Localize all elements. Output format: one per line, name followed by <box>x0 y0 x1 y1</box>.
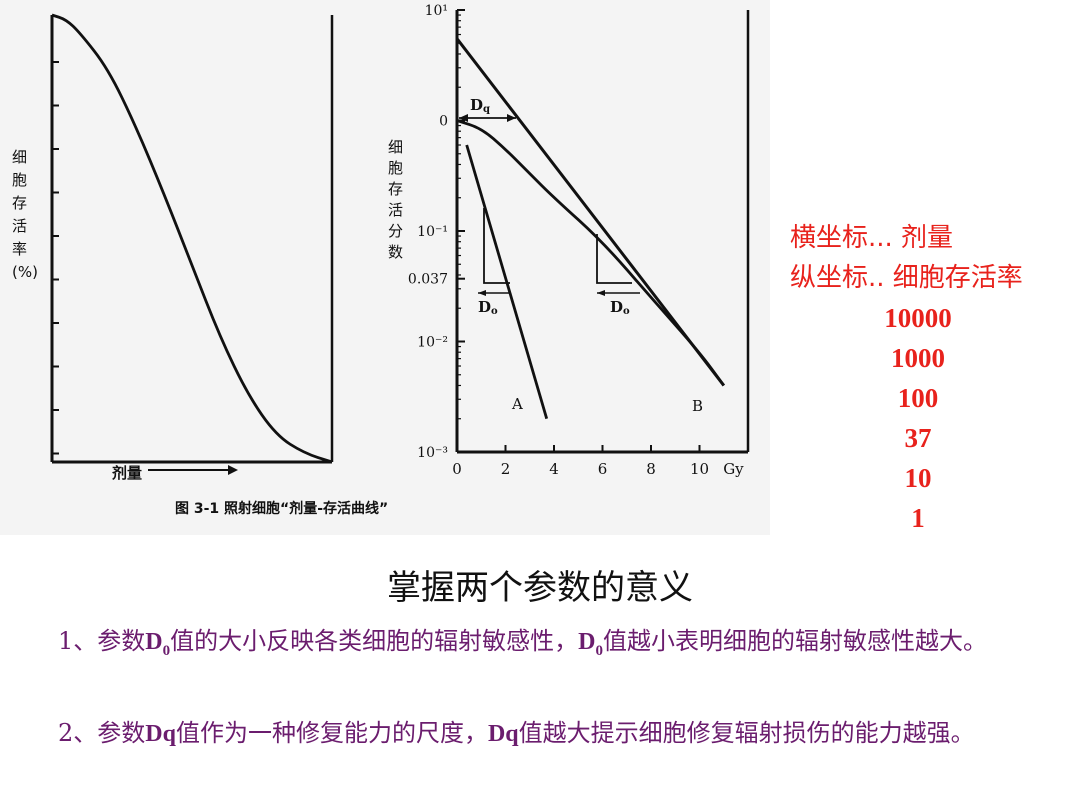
right-y-label-char: 胞 <box>388 159 403 177</box>
side-note-y-axis: 纵坐标.. 细胞存活率 <box>790 263 1023 293</box>
dq-arrow-right <box>507 114 516 122</box>
right-y-tick-label: 10⁻¹ <box>417 224 448 240</box>
right-y-label-char: 分 <box>388 222 403 240</box>
d0-bracket-b <box>596 234 632 284</box>
side-number-5: 10 <box>904 463 932 493</box>
right-y-tick-label: 10⁻² <box>417 335 448 351</box>
right-x-tick-label: 0 <box>452 460 462 478</box>
side-number-3: 100 <box>897 383 939 413</box>
d0-arrowhead-b <box>597 290 605 296</box>
left-y-label-char: 胞 <box>12 171 27 189</box>
right-y-label-char: 细 <box>388 138 403 156</box>
left-y-label-char: 率 <box>12 240 27 258</box>
paragraph-dq: 2、参数Dq值作为一种修复能力的尺度，Dq值越大提示细胞修复辐射损伤的能力越强。 <box>58 719 975 747</box>
d0-label-b: Do <box>610 298 630 317</box>
right-y-tick-labels: 10¹ 0 10⁻¹ 0.037 10⁻² 10⁻³ <box>408 3 448 461</box>
side-note-x-axis: 横坐标... 剂量 <box>790 223 954 253</box>
section-heading: 掌握两个参数的意义 <box>387 568 693 608</box>
curve-a-label: A <box>511 395 523 413</box>
left-y-label-char: 细 <box>12 148 27 166</box>
dq-label: Dq <box>470 96 490 115</box>
side-number-6: 1 <box>911 503 925 533</box>
left-y-label-char: 存 <box>12 194 27 212</box>
d0-bracket-a <box>483 208 510 284</box>
left-chart: 细胞存活率 (%) 剂量 <box>12 13 334 482</box>
paragraph-d0: 1、参数D0值的大小反映各类细胞的辐射敏感性，D0值越小表明细胞的辐射敏感性越大… <box>58 627 987 659</box>
right-y-label-char: 存 <box>388 180 403 198</box>
left-y-label-char: (%) <box>12 263 38 281</box>
series-line-a <box>465 144 549 420</box>
right-y-label-char: 活 <box>388 201 403 219</box>
right-x-tick-label: 6 <box>598 460 608 478</box>
right-x-tick-label: 10 <box>690 460 709 478</box>
right-x-tick-label: 2 <box>501 460 511 478</box>
dose-label: 剂量 <box>112 464 142 482</box>
curve-b-label: B <box>692 397 703 415</box>
side-number-4: 37 <box>904 423 932 453</box>
left-y-label: 细胞存活率 (%) <box>12 148 38 281</box>
right-y-label-char: 数 <box>388 243 403 261</box>
right-x-tick-label: 8 <box>646 460 656 478</box>
right-y-tick-label: 10¹ <box>425 3 448 19</box>
series-line-extrapolation <box>455 37 725 387</box>
d0-arrowhead-a <box>478 290 486 296</box>
dq-arrow-left <box>459 114 468 122</box>
left-ticks <box>52 61 59 455</box>
side-number-2: 1000 <box>891 343 945 373</box>
right-y-tick-label: 10⁻³ <box>417 445 448 461</box>
dose-arrowhead <box>228 465 238 475</box>
survival-curve <box>51 13 333 464</box>
right-x-tick-label: 4 <box>549 460 559 478</box>
left-y-label-char: 活 <box>12 217 27 235</box>
right-ticks <box>456 9 701 453</box>
figure-caption: 图 3-1 照射细胞“剂量-存活曲线” <box>175 500 388 517</box>
right-x-tick-labels: 0 2 4 6 8 10 Gy <box>452 460 744 478</box>
series-line-b <box>456 119 725 387</box>
right-x-tick-label: Gy <box>723 460 744 478</box>
side-number-1: 10000 <box>884 303 952 333</box>
right-y-tick-label: 0.037 <box>408 272 448 288</box>
right-y-tick-label: 0 <box>439 114 448 130</box>
d0-label-a: Do <box>478 298 498 317</box>
